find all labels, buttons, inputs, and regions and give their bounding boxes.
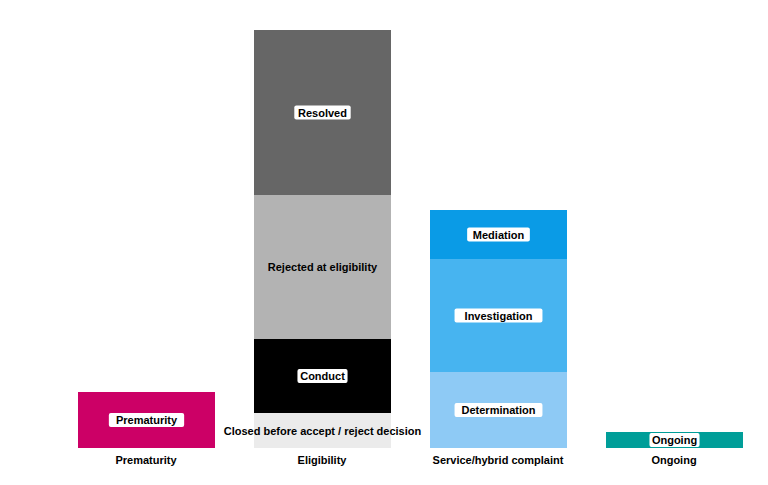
svg-text:Rejected at eligibility: Rejected at eligibility [268,261,378,273]
svg-text:Ongoing: Ongoing [652,434,697,446]
svg-text:Prematurity: Prematurity [116,414,178,426]
svg-text:Eligibility: Eligibility [298,454,348,466]
svg-text:Investigation: Investigation [465,310,533,322]
svg-text:Determination: Determination [462,404,536,416]
svg-text:Conduct: Conduct [300,370,345,382]
svg-text:Mediation: Mediation [473,229,525,241]
svg-text:Ongoing: Ongoing [651,454,696,466]
svg-text:Resolved: Resolved [298,107,347,119]
svg-text:Closed before accept / reject: Closed before accept / reject decision [224,425,422,437]
svg-text:Prematurity: Prematurity [115,454,177,466]
svg-text:Service/hybrid complaint: Service/hybrid complaint [433,454,564,466]
